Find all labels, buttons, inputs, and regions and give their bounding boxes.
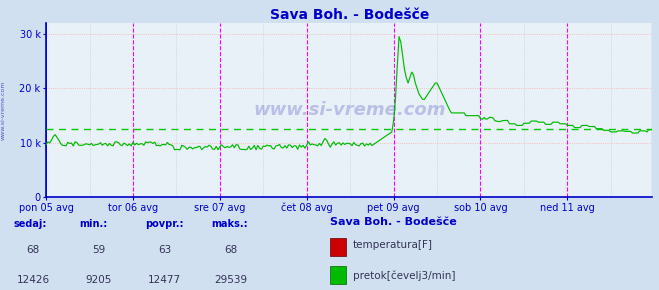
Text: Sava Boh. - Bodešče: Sava Boh. - Bodešče bbox=[330, 217, 456, 227]
Text: sedaj:: sedaj: bbox=[13, 219, 47, 229]
Text: 59: 59 bbox=[92, 245, 105, 255]
Text: pretok[čevelj3/min]: pretok[čevelj3/min] bbox=[353, 270, 455, 281]
Text: www.si-vreme.com: www.si-vreme.com bbox=[253, 101, 445, 119]
Text: 29539: 29539 bbox=[214, 276, 247, 285]
Text: maks.:: maks.: bbox=[211, 219, 248, 229]
Text: 12426: 12426 bbox=[16, 276, 49, 285]
Text: temperatura[F]: temperatura[F] bbox=[353, 240, 432, 250]
Text: 68: 68 bbox=[26, 245, 40, 255]
Bar bbox=[330, 267, 346, 284]
Text: min.:: min.: bbox=[79, 219, 107, 229]
Bar bbox=[330, 238, 346, 256]
Title: Sava Boh. - Bodešče: Sava Boh. - Bodešče bbox=[270, 8, 429, 22]
Text: www.si-vreme.com: www.si-vreme.com bbox=[1, 80, 6, 140]
Text: 63: 63 bbox=[158, 245, 171, 255]
Text: 12477: 12477 bbox=[148, 276, 181, 285]
Text: povpr.:: povpr.: bbox=[145, 219, 183, 229]
Text: 9205: 9205 bbox=[86, 276, 112, 285]
Text: 68: 68 bbox=[224, 245, 237, 255]
